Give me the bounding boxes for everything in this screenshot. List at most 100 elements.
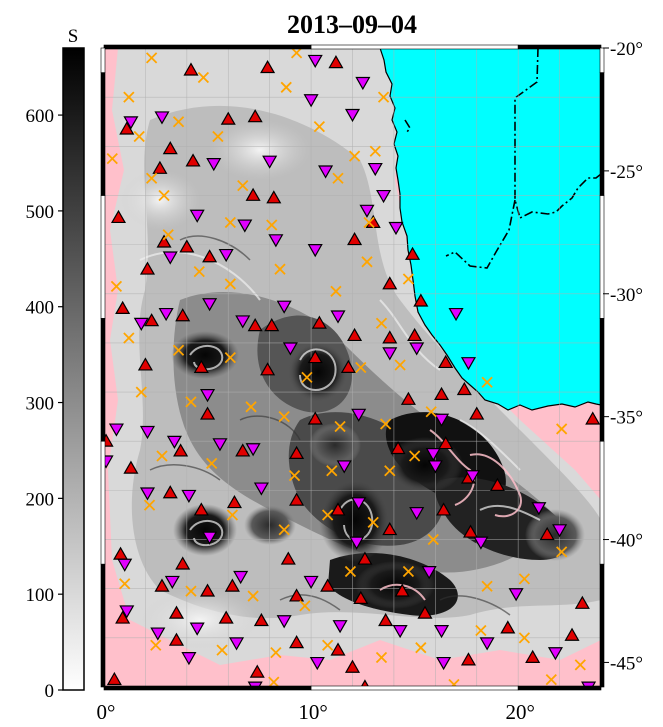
marker-cross (226, 509, 239, 521)
lon-tick-label: 0° (97, 700, 116, 724)
marker-triangle-up (394, 583, 410, 597)
marker-triangle-up (574, 595, 590, 609)
marker-triangle-up (175, 556, 191, 570)
marker-triangle-up (260, 59, 276, 74)
marker-cross (135, 386, 147, 398)
marker-triangle-down (158, 307, 174, 322)
marker-cross (363, 216, 375, 229)
marker-triangle-down (344, 108, 361, 123)
frame-bar-right (599, 72, 605, 196)
frame-bar-bottom (103, 685, 312, 691)
marker-cross (556, 423, 568, 435)
marker-cross (481, 376, 493, 388)
marker-triangle-up (585, 411, 601, 425)
marker-cross (133, 130, 145, 143)
marker-triangle-down (409, 507, 425, 521)
frame-bar-left (100, 440, 106, 565)
marker-triangle-down (465, 470, 481, 484)
colorbar-tick-label: 400 (26, 298, 55, 319)
marker-triangle-up (162, 485, 178, 499)
marker-cross (377, 91, 390, 103)
marker-triangle-up (405, 246, 421, 260)
marker-triangle-up (539, 526, 555, 541)
marker-triangle-up (245, 187, 261, 201)
marker-cross (224, 278, 236, 290)
marker-cross (268, 676, 280, 687)
marker-cross (247, 590, 259, 602)
marker-triangle-up (235, 443, 251, 457)
marker-triangle-down (359, 204, 375, 218)
marker-triangle-down (189, 209, 205, 223)
marker-triangle-down (531, 502, 547, 516)
marker-triangle-down (434, 413, 450, 427)
marker-triangle-down (473, 536, 489, 550)
marker-cross (290, 48, 303, 59)
marker-triangle-down (351, 408, 367, 422)
frame-bar-bottom (517, 685, 602, 691)
marker-triangle-up (320, 578, 336, 592)
marker-cross (278, 524, 290, 536)
marker-cross (556, 546, 568, 558)
marker-cross (162, 229, 174, 241)
marker-cross (274, 263, 286, 275)
marker-cross (425, 406, 437, 418)
marker-triangle-up (289, 445, 305, 459)
marker-cross (224, 216, 236, 229)
marker-triangle-down (309, 656, 325, 671)
marker-triangle-down (307, 54, 323, 68)
marker-cross (427, 533, 439, 546)
marker-triangle-up (382, 330, 398, 344)
marker-triangle-down (164, 575, 180, 590)
marker-triangle-up (382, 276, 398, 290)
lon-tick-label: 20° (505, 700, 534, 724)
marker-cross (212, 130, 224, 143)
marker-triangle-up (193, 502, 209, 516)
marker-cross (334, 420, 346, 433)
marker-triangle-up (200, 406, 216, 420)
colorbar-tick-label: 300 (26, 394, 55, 415)
marker-cross (299, 600, 311, 612)
marker-triangle-up (173, 443, 189, 457)
map-panel: 0° 10° 20° -20° -25° -30° -35° -40° -45° (97, 39, 643, 724)
marker-triangle-up (489, 477, 505, 491)
frame-bar-right (599, 195, 605, 319)
marker-cross (288, 470, 301, 482)
marker-triangle-up (200, 583, 216, 597)
marker-cross (322, 639, 334, 651)
marker-triangle-down (547, 647, 563, 661)
colorbar-tick-label: 0 (45, 681, 55, 702)
marker-triangle-down (421, 566, 437, 580)
lat-tick-label: -30° (610, 285, 643, 306)
marker-triangle-up (156, 234, 172, 248)
marker-triangle-up (110, 209, 127, 224)
frame-bar-left (100, 72, 106, 196)
marker-triangle-up (139, 261, 156, 275)
map-axis-labels: 0° 10° 20° -20° -25° -30° -35° -40° -45° (97, 39, 643, 724)
marker-triangle-down (202, 531, 218, 545)
marker-cross (197, 71, 210, 84)
marker-triangle-down (448, 307, 464, 322)
marker-triangle-up (344, 659, 361, 673)
lon-tick-label: 10° (298, 700, 327, 724)
marker-triangle-down (189, 622, 205, 636)
colorbar-tick-label: 500 (26, 202, 55, 223)
marker-triangle-up (434, 386, 450, 401)
marker-cross (313, 121, 326, 133)
marker-triangle-down (376, 189, 392, 204)
marker-cross (110, 280, 123, 293)
marker-triangle-down (139, 487, 156, 501)
marker-triangle-down (425, 448, 441, 462)
marker-cross (123, 91, 135, 103)
marker-triangle-down (228, 637, 245, 651)
marker-triangle-up (330, 502, 346, 516)
marker-triangle-down (233, 570, 249, 585)
marker-triangle-down (388, 221, 404, 236)
marker-triangle-down (202, 298, 218, 312)
marker-triangle-up (289, 492, 305, 506)
marker-triangle-up (400, 391, 416, 405)
marker-cross (172, 116, 185, 128)
marker-cross (156, 450, 168, 462)
frame-bar-right (599, 440, 605, 565)
marker-cross (270, 646, 282, 659)
frame-bar-bottom (310, 685, 519, 691)
